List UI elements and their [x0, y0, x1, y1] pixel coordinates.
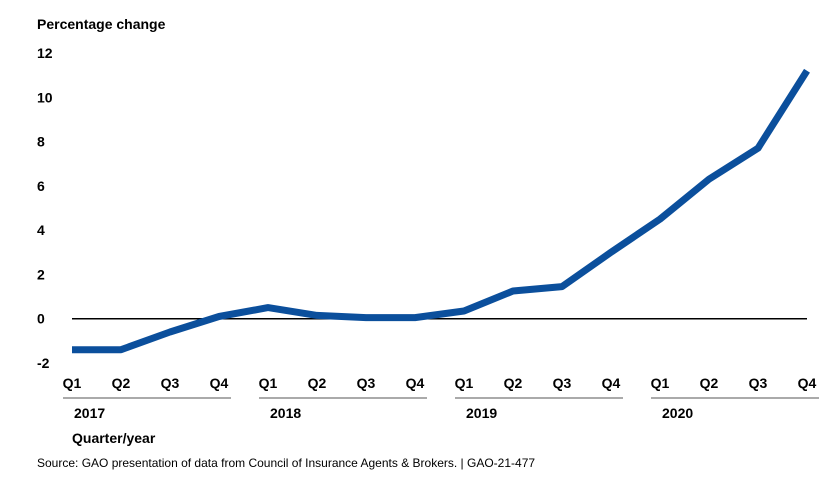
x-tick-label: Q1: [651, 375, 670, 391]
year-label: 2018: [270, 405, 301, 421]
y-tick-label: 0: [37, 311, 45, 327]
x-tick-label: Q4: [602, 375, 621, 391]
year-label: 2017: [74, 405, 105, 421]
series-line: [72, 68, 810, 354]
x-tick-label: Q2: [308, 375, 327, 391]
source-note: Source: GAO presentation of data from Co…: [37, 456, 536, 470]
x-tick-label: Q2: [112, 375, 131, 391]
x-tick-label: Q3: [749, 375, 768, 391]
x-tick-label: Q2: [700, 375, 719, 391]
x-tick-label: Q3: [161, 375, 180, 391]
x-tick-label: Q2: [504, 375, 523, 391]
y-tick-label: -2: [37, 355, 50, 371]
year-label: 2020: [662, 405, 693, 421]
y-tick-label: 2: [37, 266, 45, 282]
x-tick-label: Q3: [553, 375, 572, 391]
x-tick-label: Q1: [259, 375, 278, 391]
x-tick-label: Q4: [210, 375, 229, 391]
y-tick-label: 4: [37, 222, 45, 238]
x-tick-label: Q1: [63, 375, 82, 391]
y-tick-label: 6: [37, 178, 45, 194]
year-label: 2019: [466, 405, 497, 421]
x-axis-year-groups: 2017 2018 2019 2020: [63, 397, 819, 421]
x-tick-label: Q3: [357, 375, 376, 391]
y-tick-label: 12: [37, 45, 53, 61]
x-tick-label: Q1: [455, 375, 474, 391]
x-tick-label: Q4: [406, 375, 425, 391]
x-axis-label: Quarter/year: [72, 430, 156, 446]
y-tick-label: 8: [37, 134, 45, 150]
y-axis-ticks: -2 0 2 4 6 8 10 12: [37, 45, 53, 371]
x-axis-quarter-ticks: Q1 Q2 Q3 Q4 Q1 Q2 Q3 Q4 Q1 Q2 Q3 Q4 Q1 Q2 Q3 Q4: [63, 375, 817, 391]
x-tick-label: Q4: [798, 375, 817, 391]
y-tick-label: 10: [37, 89, 53, 105]
y-axis-label: Percentage change: [37, 16, 166, 32]
